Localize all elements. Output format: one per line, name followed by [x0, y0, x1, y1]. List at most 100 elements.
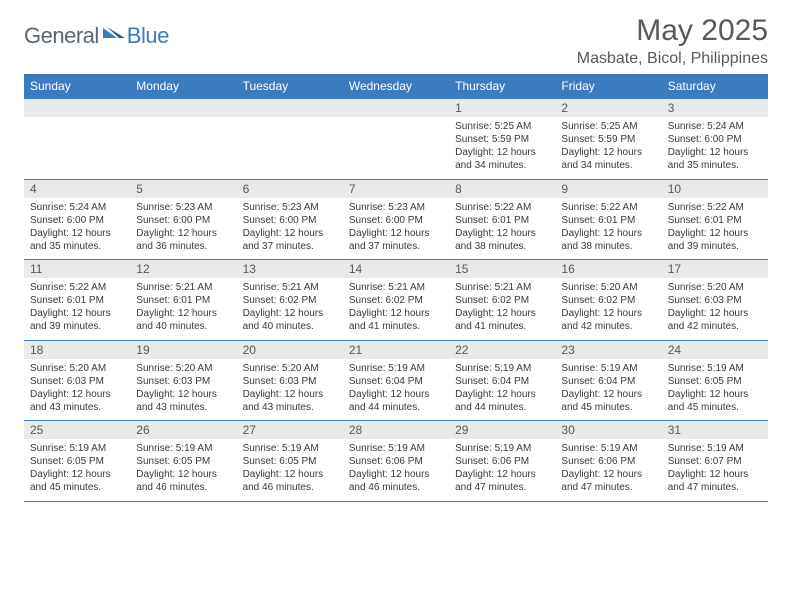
daylight-text: Daylight: 12 hours [668, 468, 762, 481]
day-number-cell: 6 [237, 179, 343, 198]
day-content-cell: Sunrise: 5:22 AMSunset: 6:01 PMDaylight:… [662, 198, 768, 260]
daylight-text: and 37 minutes. [349, 240, 443, 253]
day-number-cell: 28 [343, 421, 449, 440]
daylight-text: and 43 minutes. [243, 401, 337, 414]
calendar-page: General Blue May 2025 Masbate, Bicol, Ph… [0, 0, 792, 502]
daylight-text: and 39 minutes. [30, 320, 124, 333]
daylight-text: Daylight: 12 hours [455, 388, 549, 401]
sunrise-text: Sunrise: 5:23 AM [243, 201, 337, 214]
day-content-cell: Sunrise: 5:21 AMSunset: 6:01 PMDaylight:… [130, 278, 236, 340]
sunset-text: Sunset: 6:03 PM [243, 375, 337, 388]
day-content-cell: Sunrise: 5:21 AMSunset: 6:02 PMDaylight:… [449, 278, 555, 340]
day-content-cell: Sunrise: 5:20 AMSunset: 6:03 PMDaylight:… [662, 278, 768, 340]
sunrise-text: Sunrise: 5:23 AM [349, 201, 443, 214]
day-content-cell: Sunrise: 5:20 AMSunset: 6:03 PMDaylight:… [130, 359, 236, 421]
week-daynum-row: 25262728293031 [24, 421, 768, 440]
sunrise-text: Sunrise: 5:20 AM [243, 362, 337, 375]
daylight-text: and 44 minutes. [455, 401, 549, 414]
daylight-text: Daylight: 12 hours [243, 307, 337, 320]
day-content-cell: Sunrise: 5:19 AMSunset: 6:05 PMDaylight:… [130, 439, 236, 501]
daylight-text: and 42 minutes. [668, 320, 762, 333]
page-header: General Blue May 2025 Masbate, Bicol, Ph… [24, 14, 768, 68]
sunrise-text: Sunrise: 5:22 AM [30, 281, 124, 294]
week-content-row: Sunrise: 5:24 AMSunset: 6:00 PMDaylight:… [24, 198, 768, 260]
sunrise-text: Sunrise: 5:19 AM [349, 442, 443, 455]
sunset-text: Sunset: 6:01 PM [561, 214, 655, 227]
sunrise-text: Sunrise: 5:19 AM [668, 442, 762, 455]
week-content-row: Sunrise: 5:22 AMSunset: 6:01 PMDaylight:… [24, 278, 768, 340]
day-number-cell: 20 [237, 340, 343, 359]
day-content-cell: Sunrise: 5:22 AMSunset: 6:01 PMDaylight:… [555, 198, 661, 260]
daylight-text: Daylight: 12 hours [455, 307, 549, 320]
week-content-row: Sunrise: 5:25 AMSunset: 5:59 PMDaylight:… [24, 117, 768, 179]
daylight-text: and 45 minutes. [561, 401, 655, 414]
logo-text-blue: Blue [127, 23, 169, 49]
day-number-cell: 27 [237, 421, 343, 440]
day-header-wednesday: Wednesday [343, 74, 449, 99]
day-number-cell: 11 [24, 260, 130, 279]
sunset-text: Sunset: 6:00 PM [30, 214, 124, 227]
sunset-text: Sunset: 6:00 PM [349, 214, 443, 227]
day-number-cell: 13 [237, 260, 343, 279]
sunset-text: Sunset: 6:06 PM [455, 455, 549, 468]
week-daynum-row: 45678910 [24, 179, 768, 198]
daylight-text: Daylight: 12 hours [243, 468, 337, 481]
day-number-cell: 29 [449, 421, 555, 440]
day-content-cell: Sunrise: 5:20 AMSunset: 6:03 PMDaylight:… [237, 359, 343, 421]
logo-mark-icon [103, 22, 125, 43]
sunset-text: Sunset: 6:03 PM [30, 375, 124, 388]
daylight-text: Daylight: 12 hours [349, 388, 443, 401]
day-number-cell: 19 [130, 340, 236, 359]
sunrise-text: Sunrise: 5:19 AM [243, 442, 337, 455]
daylight-text: and 47 minutes. [561, 481, 655, 494]
sunset-text: Sunset: 6:05 PM [243, 455, 337, 468]
daylight-text: and 41 minutes. [455, 320, 549, 333]
sunset-text: Sunset: 5:59 PM [561, 133, 655, 146]
day-number-cell: 26 [130, 421, 236, 440]
sunset-text: Sunset: 5:59 PM [455, 133, 549, 146]
sunrise-text: Sunrise: 5:25 AM [455, 120, 549, 133]
sunset-text: Sunset: 6:06 PM [349, 455, 443, 468]
sunset-text: Sunset: 6:01 PM [30, 294, 124, 307]
sunrise-text: Sunrise: 5:24 AM [668, 120, 762, 133]
daylight-text: and 40 minutes. [243, 320, 337, 333]
calendar-table: Sunday Monday Tuesday Wednesday Thursday… [24, 74, 768, 502]
sunrise-text: Sunrise: 5:21 AM [243, 281, 337, 294]
daylight-text: Daylight: 12 hours [30, 468, 124, 481]
location-label: Masbate, Bicol, Philippines [577, 50, 768, 68]
sunset-text: Sunset: 6:01 PM [136, 294, 230, 307]
day-number-cell [237, 99, 343, 118]
sunset-text: Sunset: 6:01 PM [668, 214, 762, 227]
day-number-cell: 22 [449, 340, 555, 359]
daylight-text: and 47 minutes. [668, 481, 762, 494]
day-header-monday: Monday [130, 74, 236, 99]
daylight-text: Daylight: 12 hours [243, 227, 337, 240]
sunset-text: Sunset: 6:05 PM [30, 455, 124, 468]
day-content-cell: Sunrise: 5:19 AMSunset: 6:05 PMDaylight:… [24, 439, 130, 501]
sunrise-text: Sunrise: 5:19 AM [455, 362, 549, 375]
daylight-text: Daylight: 12 hours [30, 307, 124, 320]
day-content-cell: Sunrise: 5:23 AMSunset: 6:00 PMDaylight:… [343, 198, 449, 260]
daylight-text: Daylight: 12 hours [668, 388, 762, 401]
day-header-tuesday: Tuesday [237, 74, 343, 99]
day-content-cell: Sunrise: 5:19 AMSunset: 6:05 PMDaylight:… [237, 439, 343, 501]
sunset-text: Sunset: 6:03 PM [668, 294, 762, 307]
daylight-text: and 46 minutes. [349, 481, 443, 494]
sunset-text: Sunset: 6:00 PM [136, 214, 230, 227]
day-header-saturday: Saturday [662, 74, 768, 99]
daylight-text: Daylight: 12 hours [455, 227, 549, 240]
daylight-text: and 42 minutes. [561, 320, 655, 333]
day-number-cell: 21 [343, 340, 449, 359]
day-content-cell: Sunrise: 5:21 AMSunset: 6:02 PMDaylight:… [237, 278, 343, 340]
sunset-text: Sunset: 6:02 PM [243, 294, 337, 307]
day-header-sunday: Sunday [24, 74, 130, 99]
day-number-cell: 2 [555, 99, 661, 118]
sunset-text: Sunset: 6:05 PM [668, 375, 762, 388]
day-content-cell [130, 117, 236, 179]
day-number-cell: 5 [130, 179, 236, 198]
day-number-cell: 1 [449, 99, 555, 118]
day-number-cell: 10 [662, 179, 768, 198]
daylight-text: Daylight: 12 hours [136, 468, 230, 481]
daylight-text: Daylight: 12 hours [349, 227, 443, 240]
day-number-cell: 9 [555, 179, 661, 198]
